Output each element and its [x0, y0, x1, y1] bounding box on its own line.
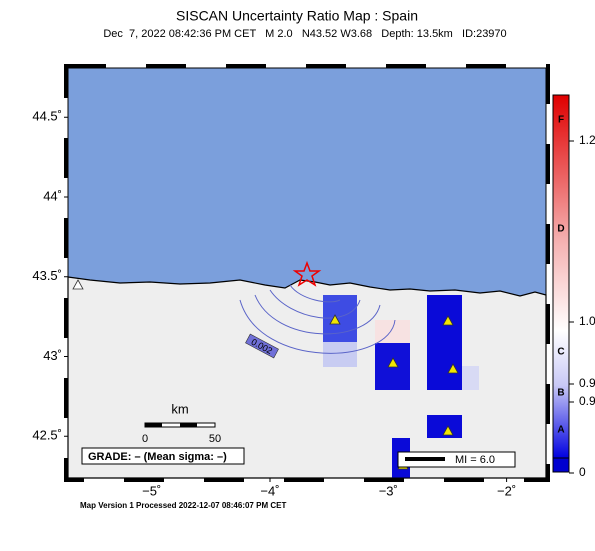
lon-label: −4˚	[260, 483, 279, 498]
colorbar-label: 0.9	[579, 394, 595, 408]
contour-label-box	[245, 333, 279, 359]
grade-letter: F	[558, 115, 564, 126]
colorbar-label: 0	[579, 465, 586, 479]
cell	[462, 366, 479, 390]
grade-text: GRADE: – (Mean sigma: –)	[88, 451, 227, 463]
title: SISCAN Uncertainty Ratio Map : Spain	[176, 8, 418, 24]
cell	[323, 342, 357, 367]
grade-box	[81, 447, 245, 465]
colorbar-label: 1.0	[579, 314, 595, 328]
legend-text: MI = 6.0	[455, 454, 495, 466]
scale-tick: 50	[209, 433, 221, 445]
cell	[427, 295, 462, 390]
lat-label: 44.5˚	[32, 109, 62, 124]
grade-letter: A	[557, 425, 564, 436]
scale-seg	[180, 423, 197, 427]
legend-box	[397, 451, 516, 468]
lat-label: 42.5˚	[32, 428, 62, 443]
lat-label: 44˚	[43, 188, 62, 203]
grade-letter: C	[557, 347, 564, 358]
lat-label: 43.5˚	[32, 268, 62, 283]
lat-label: 43˚	[43, 348, 62, 363]
stations	[72, 279, 459, 470]
lon-label: −5˚	[142, 483, 161, 498]
lon-label: −3˚	[379, 483, 398, 498]
colorbar	[552, 94, 570, 459]
colorbar-label: 0.9	[579, 376, 595, 390]
subtitle: Dec 7, 2022 08:42:36 PM CET M 2.0 N43.52…	[103, 28, 506, 40]
grade-letter: B	[557, 388, 564, 399]
cell	[427, 415, 462, 438]
scale-seg	[145, 423, 162, 427]
colorbar-label: 1.2	[579, 133, 595, 147]
colorbar-zero	[552, 457, 570, 473]
epicenter	[292, 260, 322, 287]
lon-label: −2˚	[497, 483, 516, 498]
footer: Map Version 1 Processed 2022-12-07 08:46…	[80, 501, 286, 510]
land	[67, 276, 547, 479]
contours	[239, 284, 396, 354]
grade-letter: D	[557, 224, 564, 235]
cell	[375, 320, 410, 343]
frame-ticks	[64, 64, 550, 482]
scale-unit: km	[171, 401, 188, 416]
scale-tick: 0	[142, 433, 148, 445]
